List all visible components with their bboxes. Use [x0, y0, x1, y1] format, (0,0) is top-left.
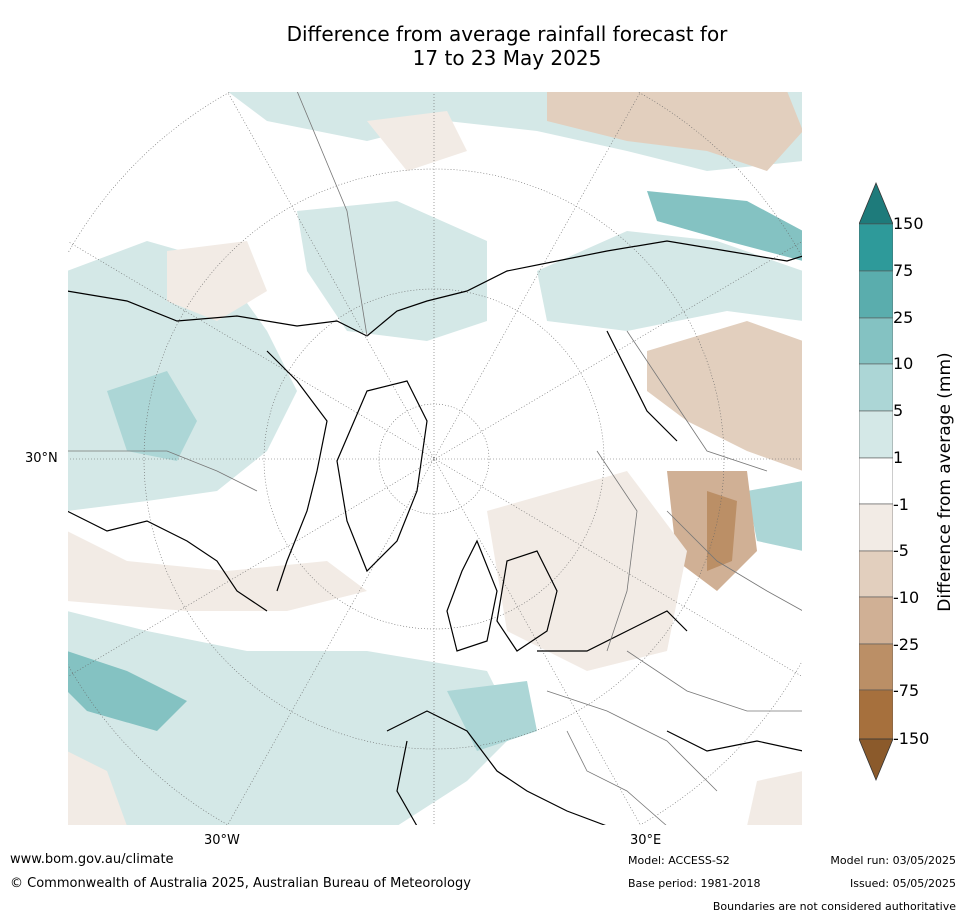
- colorbar-tick: -75: [893, 681, 920, 700]
- colorbar-tick: -10: [893, 588, 920, 607]
- colorbar-tick: 25: [893, 308, 914, 327]
- base-period-text: Base period: 1981-2018: [628, 877, 761, 890]
- copyright-text: © Commonwealth of Australia 2025, Austra…: [10, 876, 471, 891]
- colorbar-tick: -25: [893, 635, 920, 654]
- website-link[interactable]: www.bom.gov.au/climate: [10, 852, 174, 867]
- colorbar-extend-low: [858, 738, 894, 782]
- colorbar-tick: 150: [893, 214, 924, 233]
- colorbar-tick: 5: [893, 401, 904, 420]
- colorbar-tick: -150: [893, 729, 930, 748]
- lon-label-30w: 30°W: [204, 833, 240, 848]
- lon-label-30e: 30°E: [630, 833, 662, 848]
- colorbar-tick: 75: [893, 261, 914, 280]
- issued-text: Issued: 05/05/2025: [849, 877, 956, 890]
- map-title: Difference from average rainfall forecas…: [0, 22, 965, 70]
- lat-label-30n: 30°N: [25, 451, 58, 466]
- title-line-1: Difference from average rainfall forecas…: [286, 22, 728, 46]
- colorbar-title: Difference from average (mm): [935, 352, 955, 612]
- colorbar-extend-high: [858, 181, 894, 225]
- model-text: Model: ACCESS-S2: [628, 854, 730, 867]
- disclaimer-text: Boundaries are not considered authoritat…: [712, 900, 956, 913]
- colorbar: [858, 180, 894, 786]
- model-run-text: Model run: 03/05/2025: [830, 854, 956, 867]
- colorbar-tick: 1: [893, 448, 904, 467]
- colorbar-tick: -1: [893, 495, 909, 514]
- colorbar-tick: 10: [893, 354, 914, 373]
- colorbar-tick: -5: [893, 541, 909, 560]
- title-line-2: 17 to 23 May 2025: [412, 46, 602, 70]
- rainfall-map[interactable]: [67, 91, 803, 826]
